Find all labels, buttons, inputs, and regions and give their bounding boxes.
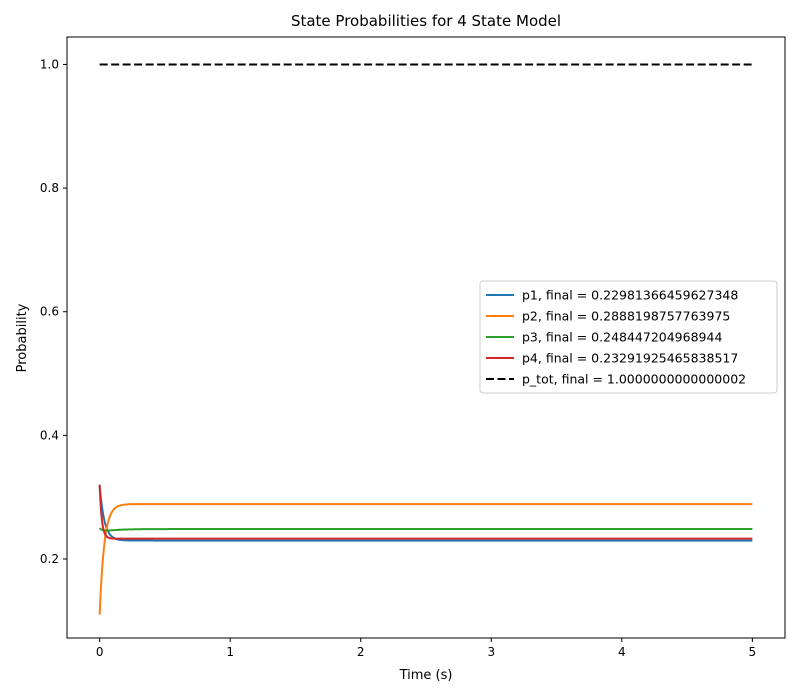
x-axis-label: Time (s) [399, 668, 453, 683]
y-tick-label: 0.2 [40, 552, 59, 566]
y-axis-label: Probability [15, 303, 30, 372]
legend-entry: p2, final = 0.2888198757763975 [522, 309, 730, 324]
series-line-4 [98, 484, 753, 540]
series-layer [98, 63, 753, 615]
y-tick-label: 1.0 [40, 57, 59, 71]
chart-title: State Probabilities for 4 State Model [291, 12, 561, 30]
series-line-1 [98, 484, 753, 542]
x-tick-label: 0 [96, 645, 104, 659]
x-tick-label: 1 [226, 645, 234, 659]
legend-entry: p4, final = 0.23291925465838517 [522, 351, 738, 366]
series-line-2 [98, 503, 753, 615]
y-tick-label: 0.8 [40, 181, 59, 195]
y-tick-label: 0.6 [40, 305, 59, 319]
x-tick-label: 5 [749, 645, 757, 659]
legend: p1, final = 0.22981366459627348 p2, final… [479, 280, 778, 394]
series-line-3 [98, 527, 753, 532]
y-tick-label: 0.4 [40, 428, 59, 442]
legend-entry: p_tot, final = 1.0000000000000002 [522, 372, 746, 387]
legend-entry: p1, final = 0.22981366459627348 [522, 288, 738, 303]
x-tick-label: 3 [487, 645, 495, 659]
y-axis-ticks: 0.2 0.4 0.6 0.8 1.0 [40, 57, 67, 566]
axes-frame [66, 36, 786, 639]
legend-box [479, 280, 778, 394]
x-tick-label: 2 [357, 645, 365, 659]
x-tick-label: 4 [618, 645, 626, 659]
legend-entry: p3, final = 0.248447204968944 [522, 330, 722, 345]
x-axis-ticks: 0 1 2 3 4 5 [96, 638, 756, 659]
